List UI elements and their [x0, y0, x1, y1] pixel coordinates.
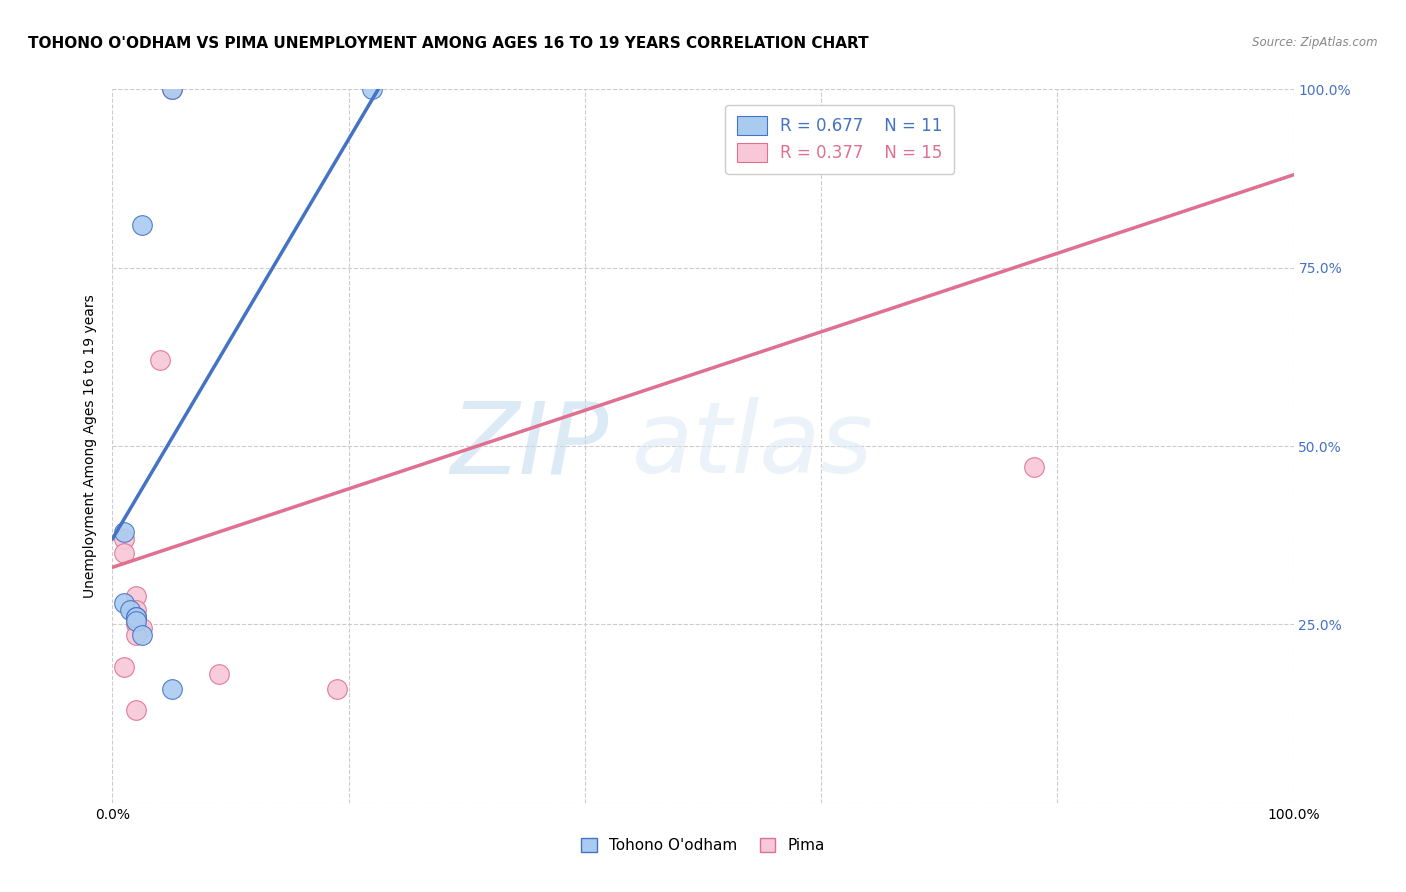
- Point: [1022, 460, 1045, 475]
- Point: [125, 703, 148, 717]
- Text: Source: ZipAtlas.com: Source: ZipAtlas.com: [1253, 36, 1378, 49]
- Text: TOHONO O'ODHAM VS PIMA UNEMPLOYMENT AMONG AGES 16 TO 19 YEARS CORRELATION CHART: TOHONO O'ODHAM VS PIMA UNEMPLOYMENT AMON…: [28, 36, 869, 51]
- Point: [131, 621, 153, 635]
- Point: [112, 596, 135, 610]
- Point: [125, 617, 148, 632]
- Text: atlas: atlas: [633, 398, 873, 494]
- Legend: R = 0.677    N = 11, R = 0.377    N = 15: R = 0.677 N = 11, R = 0.377 N = 15: [725, 104, 955, 174]
- Point: [125, 610, 148, 624]
- Point: [125, 610, 148, 624]
- Point: [160, 82, 183, 96]
- Point: [131, 218, 153, 232]
- Point: [112, 532, 135, 546]
- Point: [125, 628, 148, 642]
- Point: [361, 82, 384, 96]
- Point: [112, 546, 135, 560]
- Y-axis label: Unemployment Among Ages 16 to 19 years: Unemployment Among Ages 16 to 19 years: [83, 294, 97, 598]
- Point: [125, 603, 148, 617]
- Point: [125, 614, 148, 628]
- Point: [125, 589, 148, 603]
- Point: [160, 82, 183, 96]
- Point: [326, 681, 349, 696]
- Point: [160, 681, 183, 696]
- Point: [131, 628, 153, 642]
- Point: [149, 353, 172, 368]
- Point: [120, 603, 142, 617]
- Text: ZIP: ZIP: [450, 398, 609, 494]
- Point: [112, 524, 135, 539]
- Point: [208, 667, 231, 681]
- Point: [112, 660, 135, 674]
- Point: [125, 610, 148, 624]
